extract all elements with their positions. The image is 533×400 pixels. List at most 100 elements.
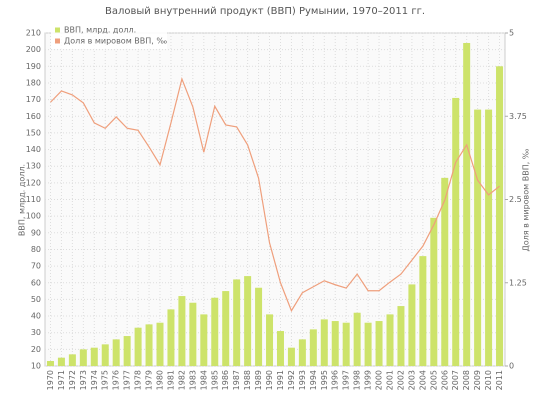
x-tick-label: 2010: [484, 370, 493, 390]
bar: [145, 324, 153, 366]
bar: [68, 354, 76, 366]
x-tick-label: 2009: [473, 370, 482, 390]
x-tick-label: 1971: [57, 370, 66, 390]
x-tick-label: 1972: [68, 370, 77, 390]
bar: [178, 296, 186, 366]
x-tick-label: 1986: [221, 370, 230, 390]
x-tick-label: 1991: [276, 370, 285, 390]
bar: [233, 279, 241, 366]
bar: [408, 284, 416, 366]
y-tick-label: 70: [31, 262, 41, 271]
bar: [287, 347, 295, 366]
bar: [430, 217, 438, 366]
x-tick-label: 2003: [407, 370, 416, 390]
y-tick-label: 50: [31, 295, 41, 304]
x-tick-label: 2011: [495, 370, 504, 390]
x-tick-label: 2001: [386, 370, 395, 390]
y-tick-label: 190: [26, 62, 41, 71]
y2-tick-label: 0: [509, 362, 514, 371]
y-tick-label: 160: [26, 112, 41, 121]
x-tick-label: 2005: [429, 370, 438, 390]
y-tick-label: 10: [31, 362, 41, 371]
x-tick-label: 2004: [418, 370, 427, 390]
y-tick-label: 130: [26, 162, 41, 171]
bar: [342, 322, 350, 366]
x-tick-label: 2000: [375, 370, 384, 390]
bar: [496, 66, 504, 367]
bar: [189, 302, 197, 366]
x-tick-label: 1987: [232, 370, 241, 390]
y-axis-label: ВВП, млрд. долл.: [18, 164, 27, 236]
y-tick-label: 90: [31, 228, 41, 237]
x-tick-label: 1999: [364, 370, 373, 390]
x-tick-label: 1995: [320, 370, 329, 390]
bar: [320, 319, 328, 366]
bar: [441, 177, 449, 366]
y-tick-label: 210: [26, 29, 41, 38]
bar: [90, 347, 98, 366]
bar: [79, 349, 87, 366]
bar: [375, 321, 383, 366]
x-tick-label: 1982: [177, 370, 186, 390]
x-tick-label: 2008: [462, 370, 471, 390]
x-tick-label: 1973: [79, 370, 88, 390]
bar: [397, 306, 405, 366]
x-tick-label: 1975: [101, 370, 110, 390]
x-tick-label: 1984: [199, 370, 208, 390]
x-tick-label: 1980: [156, 370, 165, 390]
bar: [353, 312, 361, 366]
bar: [463, 42, 471, 367]
legend-swatch: [55, 27, 60, 33]
y-tick-label: 200: [26, 45, 41, 54]
y-tick-label: 80: [31, 245, 41, 254]
legend-swatch: [55, 38, 60, 44]
x-tick-label: 1994: [309, 370, 318, 390]
x-tick-label: 1981: [166, 370, 175, 390]
bar: [331, 321, 339, 366]
x-tick-label: 2002: [396, 370, 405, 390]
bar: [123, 336, 131, 366]
plot-area: [44, 32, 506, 367]
bar: [309, 329, 317, 366]
x-tick-label: 1985: [210, 370, 219, 390]
x-tick-label: 2007: [451, 370, 460, 390]
y-tick-label: 120: [26, 178, 41, 187]
y-tick-label: 110: [26, 195, 41, 204]
bar: [298, 339, 306, 366]
bar: [386, 314, 394, 366]
bar: [57, 357, 65, 366]
y-tick-label: 150: [26, 128, 41, 137]
y-tick-label: 100: [26, 212, 41, 221]
bar: [211, 297, 219, 366]
bar: [200, 314, 208, 366]
x-tick-label: 1988: [243, 370, 252, 390]
x-tick-label: 1983: [188, 370, 197, 390]
y-tick-label: 30: [31, 328, 41, 337]
y2-tick-label: 2.5: [509, 195, 522, 204]
bar: [101, 344, 109, 366]
bar: [419, 256, 427, 366]
bar: [46, 361, 54, 366]
bar: [255, 287, 263, 366]
x-tick-label: 1990: [265, 370, 274, 390]
bar: [266, 314, 274, 366]
y-tick-label: 40: [31, 312, 41, 321]
bar: [485, 109, 493, 366]
legend-label: Доля в мировом ВВП, ‰: [64, 37, 167, 46]
bar: [452, 97, 460, 366]
bar: [474, 109, 482, 366]
y-tick-label: 140: [26, 145, 41, 154]
x-tick-label: 1977: [123, 370, 132, 390]
bar: [244, 276, 252, 366]
y2-axis-label: Доля в мировом ВВП, ‰: [522, 148, 531, 251]
y-tick-label: 20: [31, 345, 41, 354]
bar: [134, 327, 142, 366]
y-tick-label: 180: [26, 78, 41, 87]
chart-title: Валовый внутренний продукт (ВВП) Румынии…: [105, 6, 425, 17]
bar: [167, 309, 175, 366]
x-tick-label: 1989: [254, 370, 263, 390]
y2-tick-label: 5: [509, 29, 514, 38]
legend-box: [51, 23, 167, 49]
y-tick-label: 60: [31, 278, 41, 287]
